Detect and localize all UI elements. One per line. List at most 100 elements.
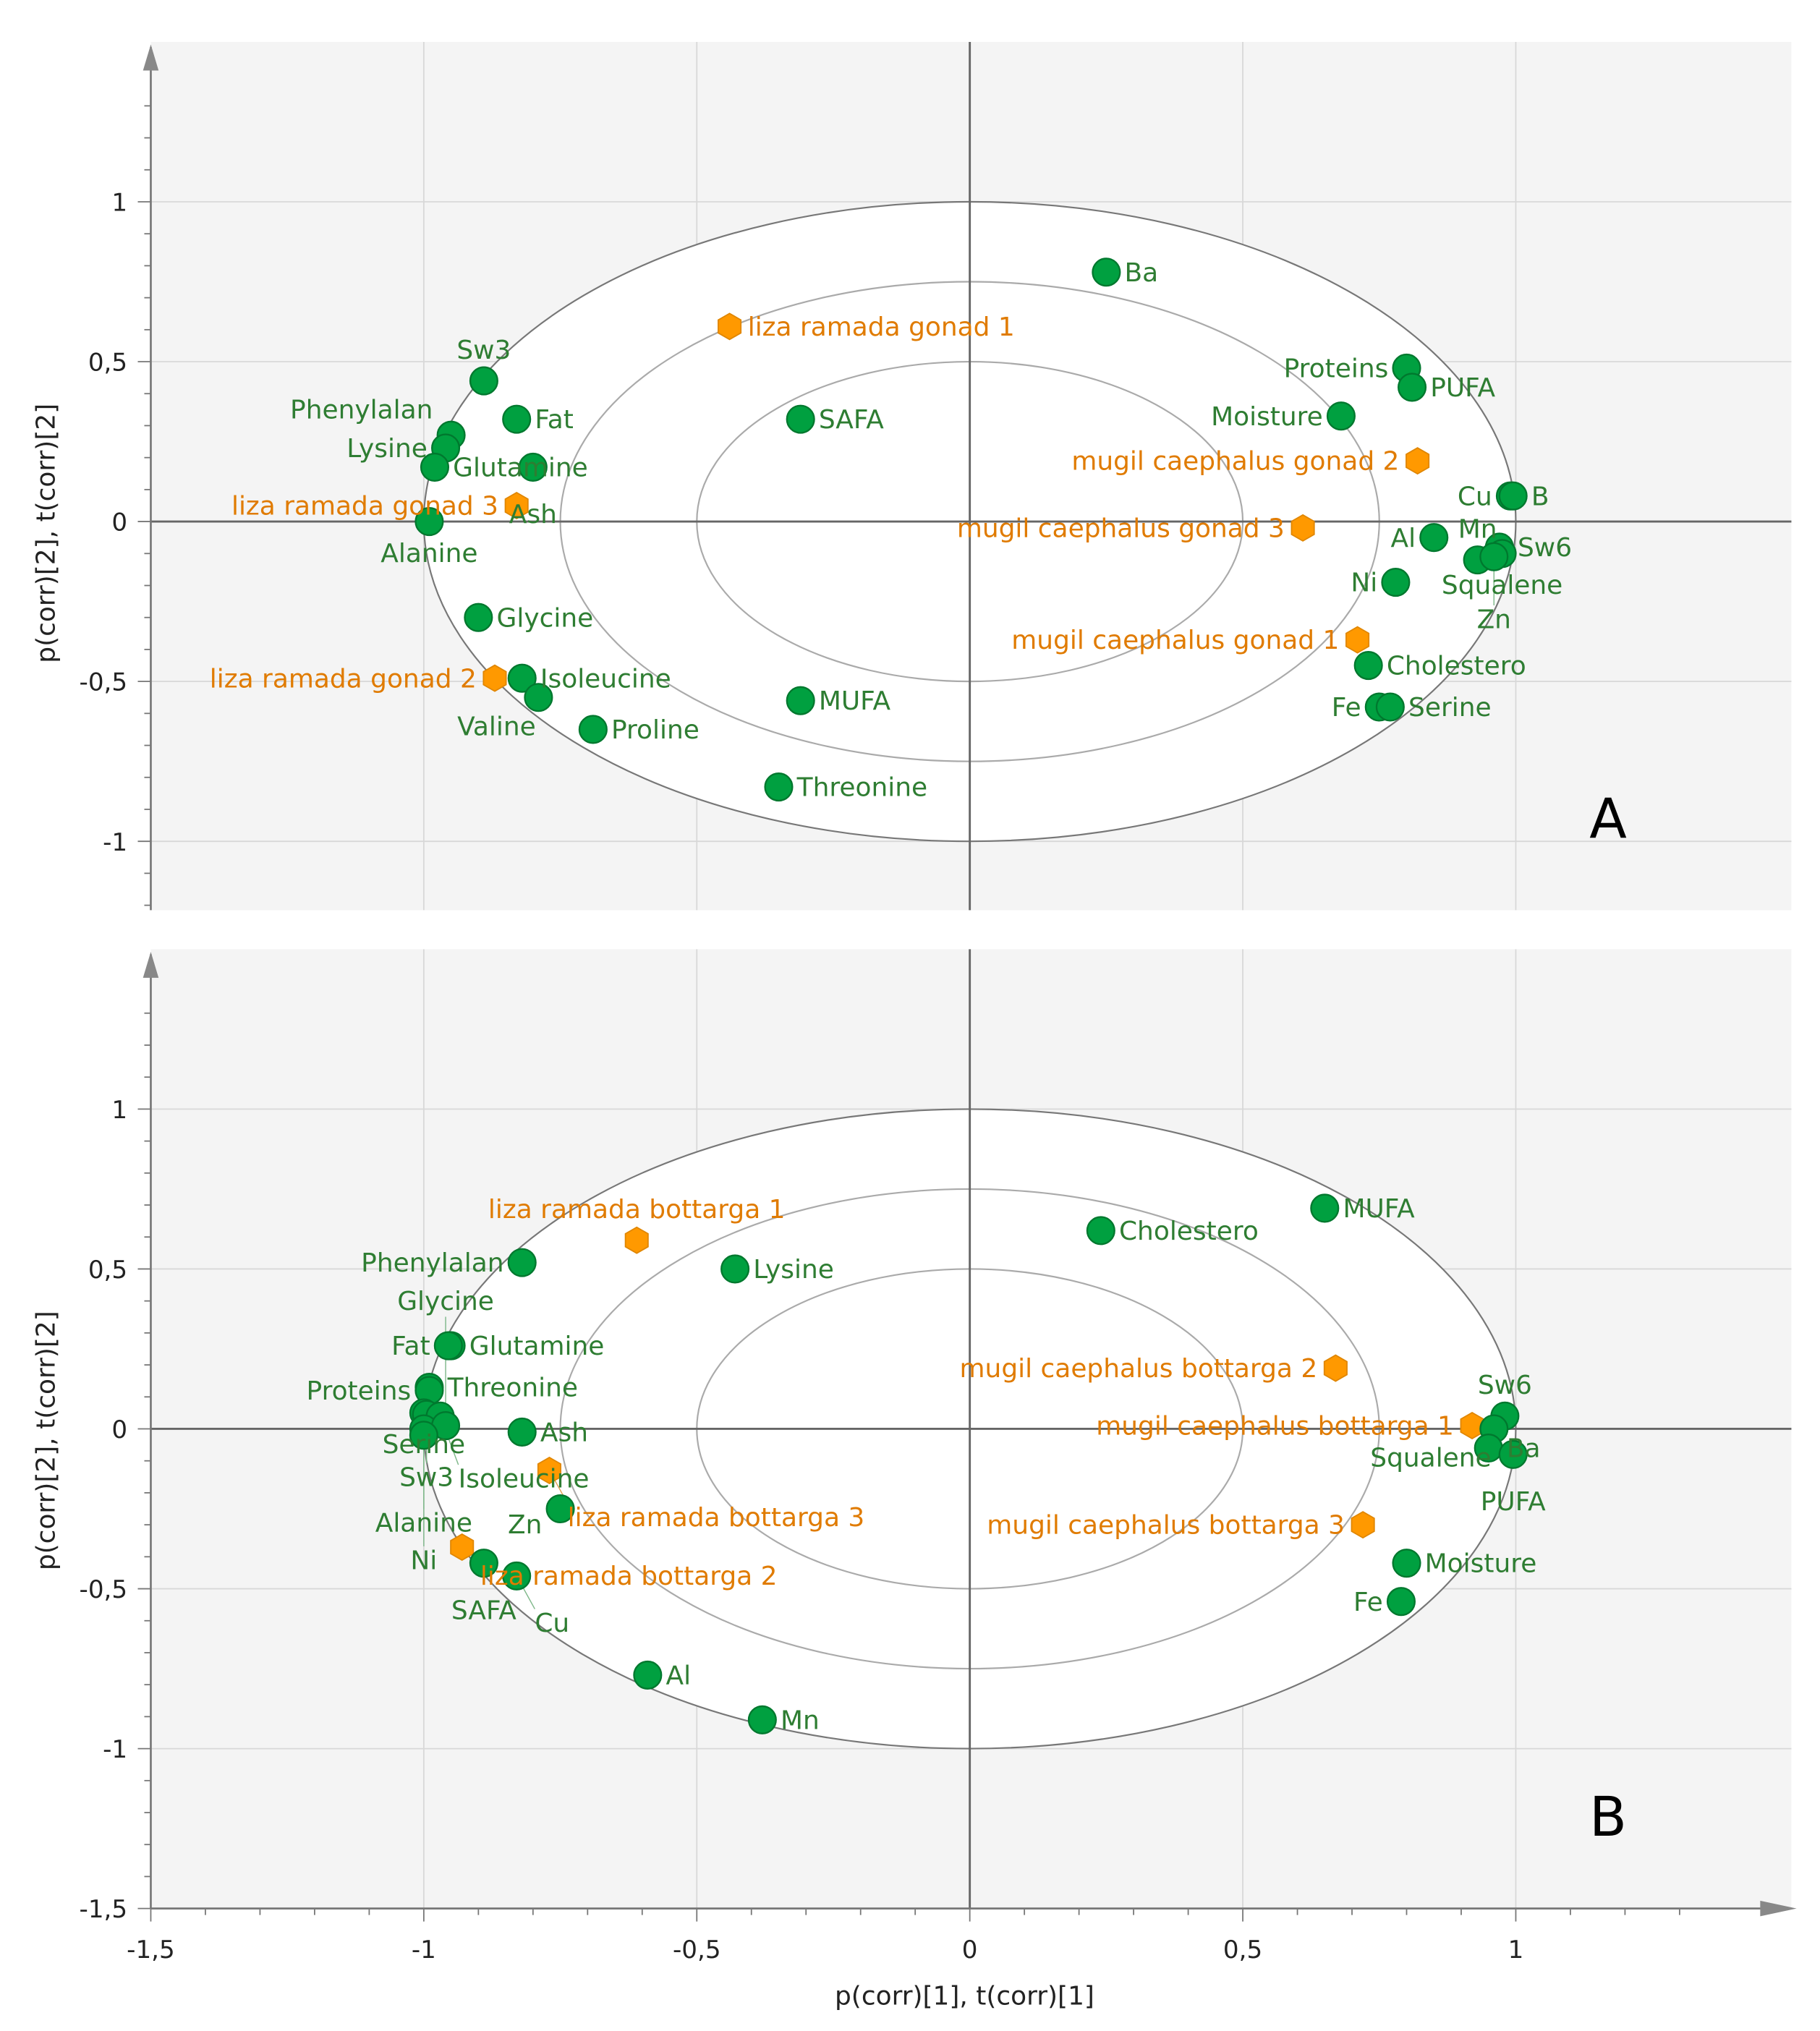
variable-point-cholestero xyxy=(1086,1216,1115,1246)
y-tick-label: -1,5 xyxy=(80,1895,128,1924)
point-label-liza-ramada-bottarga-2: liza ramada bottarga 2 xyxy=(480,1562,778,1591)
point-label-isoleucine: Isoleucine xyxy=(459,1465,590,1494)
panel-label: A xyxy=(1589,787,1627,851)
sample-point-liza-ramada-bottarga-2 xyxy=(450,1533,475,1562)
y-tick-label: 1 xyxy=(111,1096,127,1125)
point-label-ni: Ni xyxy=(410,1546,437,1575)
sample-point-mugil-caephalus-bottarga-2 xyxy=(1323,1354,1348,1382)
variable-point-fat xyxy=(433,1331,463,1361)
y-tick-label: 0,5 xyxy=(88,1256,127,1285)
variable-point-al xyxy=(1419,523,1449,553)
point-label-mugil-caephalus-bottarga-1: mugil caephalus bottarga 1 xyxy=(1096,1412,1454,1442)
variable-point-glycine xyxy=(464,603,493,632)
variable-point-ash xyxy=(518,452,548,482)
point-label-zn: Zn xyxy=(1477,605,1511,635)
variable-point-isoleucine xyxy=(507,663,537,693)
sample-point-mugil-caephalus-bottarga-3 xyxy=(1351,1511,1375,1539)
sample-point-liza-ramada-gonad-2 xyxy=(482,664,507,692)
variable-point-moisture xyxy=(1326,401,1356,431)
sample-point-mugil-caephalus-gonad-1 xyxy=(1345,626,1370,654)
variable-point-phenylalan xyxy=(507,1248,537,1277)
sample-point-liza-ramada-gonad-1 xyxy=(718,312,742,341)
variable-point-mufa xyxy=(786,686,815,715)
y-tick-label: -1 xyxy=(103,1735,127,1764)
point-label-b: B xyxy=(1531,482,1549,511)
variable-point-ni xyxy=(1381,568,1411,597)
point-label-safa: SAFA xyxy=(819,405,884,435)
variable-point-mn xyxy=(747,1705,777,1734)
point-label-alanine: Alanine xyxy=(380,539,477,569)
variable-point-fat xyxy=(502,404,532,434)
y-axis-label-a: p(corr)[2], t(corr)[2] xyxy=(31,404,61,663)
point-label-liza-ramada-gonad-2: liza ramada gonad 2 xyxy=(210,664,477,694)
point-label-mugil-caephalus-gonad-1: mugil caephalus gonad 1 xyxy=(1011,626,1339,655)
point-label-mufa: MUFA xyxy=(1343,1194,1415,1224)
variable-point-ba xyxy=(1092,257,1121,287)
x-tick-label: 0 xyxy=(962,1936,978,1964)
point-label-isoleucine: Isoleucine xyxy=(540,664,671,694)
point-label-moisture: Moisture xyxy=(1425,1549,1537,1579)
variable-point-al xyxy=(633,1660,663,1690)
variable-point-serine xyxy=(1375,692,1405,722)
y-tick-label: 1 xyxy=(111,189,127,218)
panel-label: B xyxy=(1589,1785,1627,1849)
variable-point-moisture xyxy=(1392,1549,1421,1578)
point-label-ba: Ba xyxy=(1125,258,1159,288)
y-axis-label-b: p(corr)[2], t(corr)[2] xyxy=(31,1311,61,1570)
variable-point-ash xyxy=(507,1417,537,1447)
panel-a: 1 0,5 0 -0,5 -1 A Ba liza ramada gonad 1 Sw3 Fat S… xyxy=(80,41,1792,911)
y-tick-label: 0 xyxy=(111,1415,127,1444)
point-label-proteins: Proteins xyxy=(1284,354,1389,383)
x-tick-label: -1 xyxy=(412,1936,436,1964)
point-label-cholestero: Cholestero xyxy=(1387,652,1526,681)
point-label-lysine: Lysine xyxy=(346,434,428,464)
point-label-pufa: PUFA xyxy=(1481,1487,1546,1517)
variable-point-mufa xyxy=(1310,1193,1340,1223)
point-label-fe: Fe xyxy=(1353,1588,1383,1617)
x-axis-arrow-icon xyxy=(1760,1900,1797,1917)
point-label-al: Al xyxy=(666,1661,691,1690)
point-label-cu: Cu xyxy=(535,1609,569,1638)
y-axis-arrow-icon xyxy=(143,44,159,71)
point-label-pufa: PUFA xyxy=(1430,373,1495,403)
point-label-threonine: Threonine xyxy=(447,1374,578,1403)
point-label-liza-ramada-gonad-1: liza ramada gonad 1 xyxy=(748,312,1015,342)
variable-point-zn xyxy=(545,1494,575,1524)
sample-point-liza-ramada-gonad-3 xyxy=(504,491,529,519)
point-label-ba: Ba xyxy=(1507,1434,1541,1464)
variable-point-alanine xyxy=(414,507,444,537)
variable-point-sw3 xyxy=(469,366,498,396)
point-label-proline: Proline xyxy=(611,715,699,745)
point-label-fat: Fat xyxy=(391,1332,430,1361)
variable-point-cholestero xyxy=(1353,650,1383,681)
point-label-sw6: Sw6 xyxy=(1478,1371,1532,1400)
point-label-al: Al xyxy=(1391,524,1416,553)
sample-point-liza-ramada-bottarga-3 xyxy=(537,1456,562,1485)
point-label-liza-ramada-bottarga-3: liza ramada bottarga 3 xyxy=(568,1503,865,1533)
point-label-mn: Mn xyxy=(781,1706,820,1735)
point-label-glutamine: Glutamine xyxy=(453,454,588,483)
point-label-alanine: Alanine xyxy=(375,1508,472,1538)
point-label-safa: SAFA xyxy=(451,1596,516,1625)
variable-point-safa xyxy=(786,404,815,434)
point-label-serine: Serine xyxy=(383,1430,466,1460)
variable-point-glutamine xyxy=(420,452,450,482)
point-label-zn: Zn xyxy=(508,1510,542,1540)
point-label-sw6: Sw6 xyxy=(1518,533,1572,563)
y-tick-label: -1 xyxy=(103,828,127,857)
sample-point-mugil-caephalus-gonad-2 xyxy=(1406,447,1430,475)
x-tick-label: -0,5 xyxy=(673,1936,721,1964)
point-label-glutamine: Glutamine xyxy=(469,1332,605,1361)
sample-point-mugil-caephalus-gonad-3 xyxy=(1290,514,1315,542)
y-tick-label: -0,5 xyxy=(80,1575,128,1604)
point-label-sw3: Sw3 xyxy=(456,336,511,365)
point-label-cholestero: Cholestero xyxy=(1119,1217,1259,1246)
point-label-fat: Fat xyxy=(535,405,574,435)
point-label-squalene: Squalene xyxy=(1370,1444,1491,1473)
point-label-phenylalan: Phenylalan xyxy=(361,1248,503,1278)
point-label-fe: Fe xyxy=(1332,693,1361,723)
y-tick-label: -0,5 xyxy=(80,668,128,697)
variable-point-safa xyxy=(469,1549,498,1578)
point-label-mugil-caephalus-bottarga-3: mugil caephalus bottarga 3 xyxy=(987,1511,1345,1541)
x-tick-label: 1 xyxy=(1508,1936,1524,1964)
